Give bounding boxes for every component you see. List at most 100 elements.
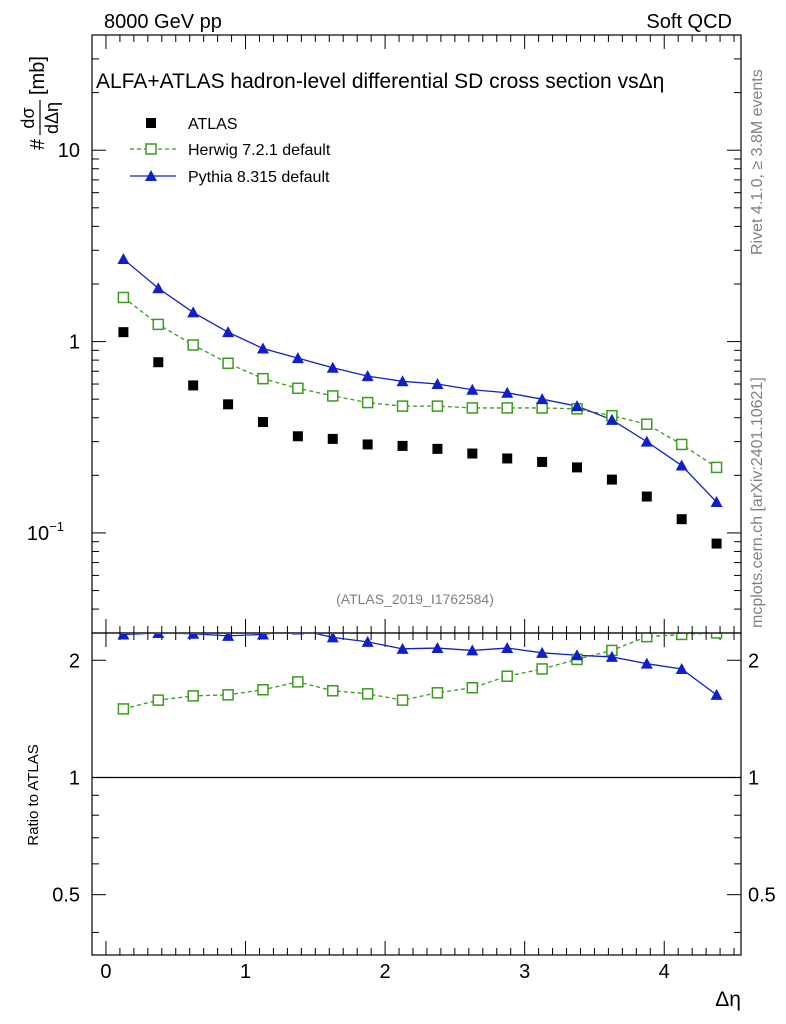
pythia-point [640, 435, 653, 447]
herwig-ratio-point [187, 690, 199, 702]
legend-marker-pythia [145, 170, 157, 181]
herwig-point [675, 438, 688, 451]
herwig-point [187, 339, 199, 351]
category-label: Soft QCD [646, 11, 732, 33]
atlas-point [641, 491, 652, 502]
ratio-y-tick-label-left: 2 [69, 650, 80, 672]
legend: ATLAS Herwig 7.2.1 default Pythia 8.315 … [130, 116, 331, 186]
pythia-ratio-point [640, 657, 653, 669]
herwig-ratio-point [641, 634, 653, 643]
pythia-point [675, 459, 688, 471]
atlas-point [572, 462, 583, 473]
atlas-point [188, 380, 199, 391]
pythia-ratio-point [222, 634, 235, 641]
herwig-ratio-point [361, 688, 374, 700]
atlas-point [397, 440, 408, 451]
herwig-ratio-point [536, 663, 548, 675]
herwig-ratio-point [222, 689, 234, 701]
herwig-point [327, 390, 339, 402]
pythia-point [536, 393, 549, 405]
pythia-point [710, 496, 723, 508]
herwig-point [501, 402, 513, 414]
atlas-point [467, 448, 478, 459]
herwig-point [641, 418, 653, 430]
main-y-tick-base: 10 [27, 523, 49, 545]
pythia-point [605, 413, 618, 425]
herwig-point [222, 357, 234, 370]
pythia-point [396, 375, 409, 387]
ratio-y-ticks: 2 2 1 1 0.5 0.5 [52, 650, 776, 933]
plot-title-symbol: Δη [639, 70, 665, 93]
main-series [117, 253, 723, 549]
pythia-ratio-point [187, 634, 200, 639]
rivet-label: Rivet 4.1.0, ≥ 3.8M events [749, 69, 766, 255]
main-y-tick-label: 1 [69, 332, 80, 354]
herwig-point [117, 291, 130, 304]
y-axis-label: # dσ dΔη [mb] [18, 56, 62, 150]
ratio-y-tick-label-right: 0.5 [748, 885, 776, 907]
herwig-ratio-line [123, 634, 709, 710]
pythia-ratio-point [326, 634, 339, 643]
herwig-line [123, 296, 717, 468]
pythia-ratio-point [605, 650, 618, 662]
x-tick-label: 0 [100, 961, 111, 983]
pythia-point [326, 361, 339, 373]
herwig-ratio-point [431, 687, 444, 699]
atlas-point [711, 538, 722, 549]
atlas-point [118, 327, 129, 338]
herwig-point [396, 400, 409, 412]
pythia-point [361, 370, 374, 382]
pythia-ratio-point [536, 646, 549, 658]
x-tick-label: 1 [240, 961, 251, 983]
analysis-id: (ATLAS_2019_I1762584) [336, 591, 494, 607]
pythia-ratio-point [571, 649, 584, 661]
ratio-y-tick-label-left: 0.5 [52, 885, 80, 907]
pythia-line [122, 258, 718, 503]
legend-label-pythia: Pythia 8.315 default [188, 169, 330, 186]
x-axis-label: Δη [715, 988, 741, 1011]
atlas-point [257, 416, 268, 427]
atlas-point [676, 514, 687, 525]
ratio-y-tick-label-left: 1 [69, 767, 80, 789]
pythia-point [256, 342, 269, 354]
pythia-point [187, 306, 200, 318]
pythia-point [466, 383, 479, 395]
ratio-plot-frame [91, 632, 742, 956]
ratio-axis-label: Ratio to ATLAS [25, 744, 42, 845]
atlas-point [223, 399, 234, 410]
herwig-ratio-point [257, 684, 269, 696]
pythia-ratio-point [501, 642, 514, 654]
atlas-point [432, 443, 443, 454]
pythia-ratio-line [123, 634, 717, 696]
herwig-ratio-point [117, 703, 130, 715]
x-tick-label: 4 [659, 961, 670, 983]
pythia-point [222, 326, 235, 338]
legend-label-atlas: ATLAS [188, 116, 238, 133]
pythia-ratio-point [710, 688, 723, 700]
legend-marker-herwig [145, 143, 157, 155]
pythia-point [152, 282, 165, 294]
herwig-ratio-point [292, 676, 304, 688]
main-y-tick-label: 10−1 [27, 519, 64, 545]
herwig-ratio-point [675, 634, 688, 641]
atlas-point [292, 431, 303, 442]
main-y-tick-exponent: −1 [49, 519, 64, 534]
ratio-y-tick-label-right: 1 [748, 767, 759, 789]
herwig-point [710, 461, 723, 474]
main-y-tick-label: 10 [58, 140, 80, 162]
atlas-point [153, 357, 164, 368]
energy-label: 8000 GeV pp [104, 11, 222, 33]
herwig-ratio-point [152, 694, 165, 706]
pythia-point [501, 386, 514, 398]
pythia-ratio-point [291, 634, 304, 635]
herwig-ratio-point [710, 634, 723, 639]
plot-title: ALFA+ATLAS hadron-level differential SD … [96, 70, 664, 93]
herwig-point [536, 402, 548, 414]
pythia-ratio-point [396, 642, 409, 654]
atlas-point [502, 453, 513, 464]
pythia-ratio-point [361, 635, 374, 647]
atlas-point [327, 433, 338, 444]
x-tick-label: 3 [519, 961, 530, 983]
pythia-point [117, 253, 130, 265]
y-label-numerator: dσ [18, 107, 38, 128]
